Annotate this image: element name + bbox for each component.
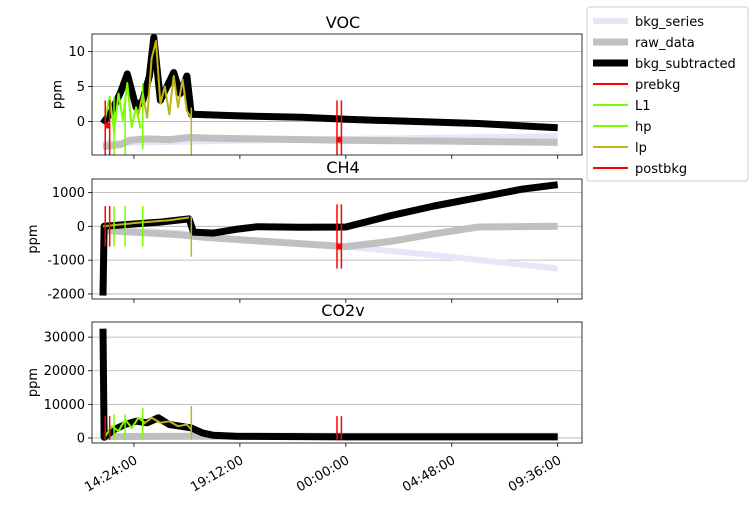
legend-label-lp: lp <box>635 141 647 156</box>
panel-ylabel: ppm <box>51 80 66 109</box>
y-tick-label: 0 <box>77 220 85 235</box>
y-tick-label: 1000 <box>52 186 85 201</box>
panel-title: VOC <box>326 13 360 32</box>
panel-ylabel: ppm <box>26 224 41 253</box>
y-tick-label: 10000 <box>44 398 85 413</box>
marker-dot-prebkg <box>104 122 111 129</box>
panel-frame <box>91 178 583 300</box>
y-tick-label: 10 <box>68 45 85 60</box>
series-raw_data <box>102 134 558 151</box>
y-tick-label: 0 <box>77 115 85 130</box>
series-lp <box>102 216 190 228</box>
legend-box <box>586 6 749 182</box>
y-tick-label: -1000 <box>47 254 85 269</box>
x-tick-label: 04:48:00 <box>400 453 458 495</box>
series-bkg_subtracted <box>99 181 559 296</box>
panel-data <box>99 328 558 441</box>
panel-title: CH4 <box>326 158 359 177</box>
legend-label-postbkg: postbkg <box>635 162 687 177</box>
series-bkg_subtracted <box>100 34 558 132</box>
panels: 0 5 10 VOC ppm -2000 -1000 0 1000 CH4 ppm 0 10000 200… <box>26 13 583 447</box>
y-tick-label: -2000 <box>47 287 85 302</box>
x-axis-tick-labels: 14:24:00 19:12:00 00:00:00 04:48:00 09:36:00 <box>82 453 564 495</box>
x-tick-label: 00:00:00 <box>294 453 352 495</box>
x-tick-label: 19:12:00 <box>188 453 246 495</box>
legend-label-bkg_series: bkg_series <box>635 15 704 30</box>
series-bkg_subtracted <box>99 328 558 441</box>
marker-dot-postbkg <box>336 136 343 143</box>
panel-ch4: -2000 -1000 0 1000 CH4 ppm <box>26 158 583 303</box>
panel-ylabel: ppm <box>26 368 41 397</box>
legend-label-bkg_subtracted: bkg_subtracted <box>635 57 736 72</box>
legend-label-raw_data: raw_data <box>635 36 695 51</box>
series-L1 <box>104 82 142 133</box>
panel-voc: 0 5 10 VOC ppm <box>51 13 583 159</box>
panel-frame <box>91 33 583 156</box>
panel-frame <box>91 321 583 444</box>
x-tick-label: 09:36:00 <box>506 453 564 495</box>
series-lp <box>142 416 193 431</box>
marker-dot-postbkg <box>336 243 343 250</box>
legend-label-hp: hp <box>635 120 652 135</box>
legend-label-prebkg: prebkg <box>635 78 680 93</box>
panel-co2v: 0 10000 20000 30000 CO2v ppm <box>26 301 583 447</box>
y-tick-label: 0 <box>77 431 85 446</box>
series-raw_data <box>102 222 558 251</box>
y-tick-label: 20000 <box>44 364 85 379</box>
x-tick-label: 14:24:00 <box>82 453 140 495</box>
series-lp <box>137 40 193 119</box>
panel-data <box>100 34 558 155</box>
panel-title: CO2v <box>321 301 364 320</box>
legend-label-L1: L1 <box>635 99 651 114</box>
y-tick-label: 5 <box>77 80 85 95</box>
y-tick-label: 30000 <box>44 331 85 346</box>
panel-data <box>99 181 559 296</box>
